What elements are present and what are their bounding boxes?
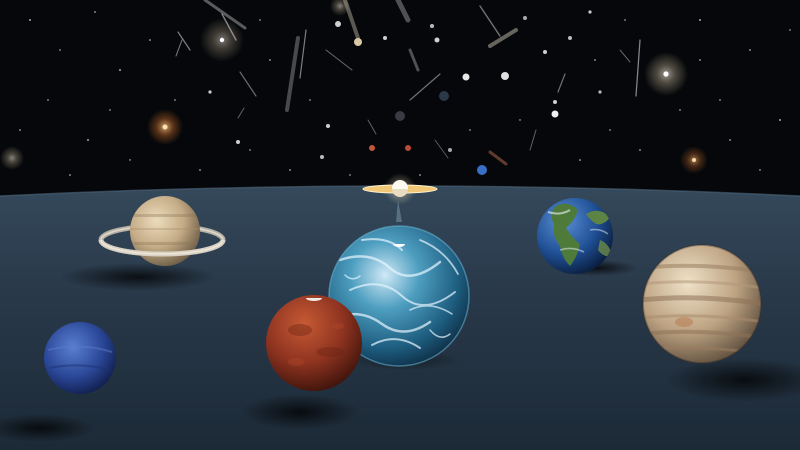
floating-debris — [208, 10, 602, 175]
planet-uranus[interactable] — [328, 225, 470, 367]
planet-jupiter[interactable] — [640, 244, 764, 364]
planet-small-ringed[interactable] — [362, 173, 438, 222]
starfield — [19, 11, 791, 176]
planet-mars[interactable] — [266, 295, 362, 391]
planet-neptune[interactable] — [44, 322, 116, 394]
meteor-streaks — [175, 0, 641, 166]
planet-saturn[interactable] — [98, 196, 226, 266]
bright-stars — [0, 0, 708, 174]
planet-earth[interactable] — [537, 198, 613, 274]
sky-background — [0, 0, 800, 200]
